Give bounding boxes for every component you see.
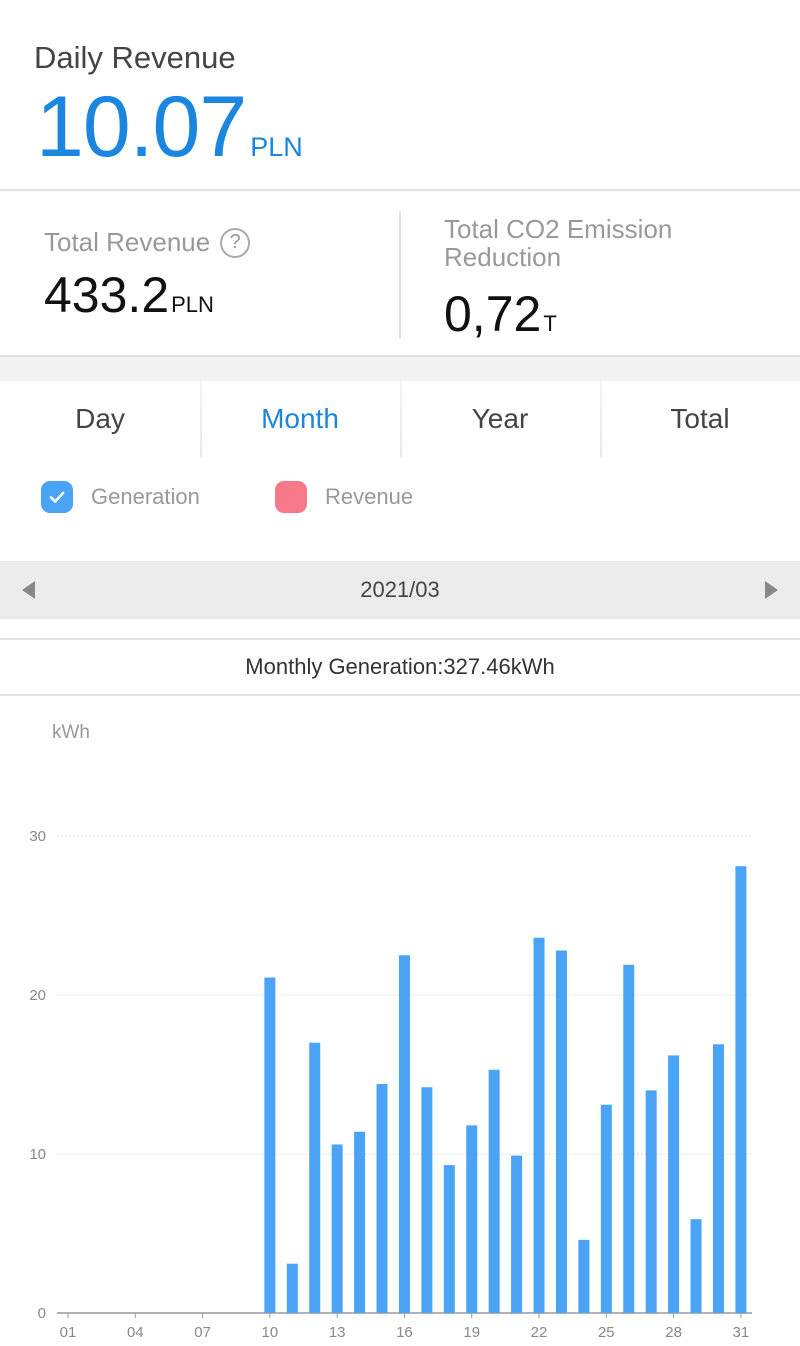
daily-revenue-value: 10.07 [36,79,247,175]
bar-day-23 [555,950,567,1313]
bar-day-15 [376,1084,388,1313]
y-tick-label: 30 [29,828,46,845]
total-revenue-value: 433.2 [44,267,170,323]
x-tick-label: 13 [329,1324,346,1341]
bar-day-20 [488,1069,500,1313]
tab-total[interactable]: Total [600,381,800,457]
x-tick-label: 16 [396,1324,413,1341]
bar-day-18 [443,1165,455,1313]
y-tick-label: 10 [29,1146,46,1163]
y-axis-unit: kWh [52,722,90,743]
bar-day-29 [690,1219,702,1313]
x-tick-label: 07 [194,1324,211,1341]
bar-day-21 [511,1155,523,1313]
bar-day-19 [466,1125,478,1313]
bar-day-22 [533,937,545,1313]
section-gap [0,357,800,381]
bar-day-24 [578,1239,590,1313]
co2-value: 0,72 [444,286,542,342]
bar-day-11 [286,1263,298,1313]
x-tick-label: 01 [60,1324,77,1341]
help-icon[interactable]: ? [220,227,251,258]
bar-day-26 [623,964,635,1313]
x-tick-label: 22 [531,1324,548,1341]
daily-revenue-unit: PLN [250,132,303,162]
generation-checkbox[interactable] [41,481,73,513]
x-tick-label: 19 [463,1324,480,1341]
total-revenue-value-row: 433.2PLN [44,266,250,324]
daily-revenue-value-row: 10.07 PLN [36,78,303,177]
daily-revenue-header: Daily Revenue 10.07 PLN [0,0,800,191]
legend-revenue[interactable]: Revenue [275,481,413,513]
bar-day-27 [645,1090,657,1313]
co2-value-row: 0,72T [444,285,774,343]
triangle-left-icon[interactable] [22,581,35,599]
tab-month[interactable]: Month [200,381,400,457]
legend-generation[interactable]: Generation [41,481,200,513]
triangle-right-icon[interactable] [765,581,778,599]
x-tick-label: 25 [598,1324,615,1341]
y-tick-label: 0 [38,1305,46,1322]
x-tick-label: 28 [665,1324,682,1341]
legend-generation-label: Generation [91,484,200,509]
revenue-checkbox[interactable] [275,481,307,513]
generation-bar-chart: 0 10 20 30 01 04 07 10 13 16 19 22 25 28 31 [29,828,752,1341]
bar-day-28 [668,1055,680,1313]
bar-day-31 [735,866,747,1313]
total-revenue-unit: PLN [171,292,214,317]
generation-chart: kWh 0 10 20 30 01 04 07 10 13 16 19 22 25 28 31 [0,710,800,1346]
co2-label-line2: Reduction [444,242,562,272]
daily-revenue-title: Daily Revenue [34,40,236,75]
legend-revenue-label: Revenue [325,484,414,509]
monthly-generation-summary: Monthly Generation:327.46kWh [0,638,800,696]
y-tick-label: 20 [29,987,46,1004]
bar-day-17 [421,1087,433,1313]
stat-divider [399,211,401,339]
bar-day-14 [354,1131,366,1313]
tab-day[interactable]: Day [75,403,125,434]
selected-date[interactable]: 2021/03 [360,577,440,602]
bar-day-12 [309,1042,321,1313]
bar-day-25 [600,1104,612,1313]
stats-panel: Total Revenue ? 433.2PLN Total CO2 Emiss… [0,191,800,357]
chart-legend: Generation Revenue [0,470,800,526]
bar-day-16 [398,955,410,1313]
x-tick-label: 04 [127,1324,144,1341]
co2-label: Total CO2 Emission Reduction [444,215,774,271]
total-revenue-stat: Total Revenue ? 433.2PLN [44,227,251,324]
co2-reduction-stat: Total CO2 Emission Reduction 0,72T [444,215,774,343]
x-tick-label: 31 [733,1324,750,1341]
total-revenue-label-row: Total Revenue ? [44,227,251,258]
total-revenue-label: Total Revenue [44,227,211,257]
tab-year[interactable]: Year [400,381,600,457]
bar-day-10 [264,977,276,1313]
date-navigator: 2021/03 [0,561,800,619]
bar-day-13 [331,1144,343,1313]
co2-label-line1: Total CO2 Emission [444,214,673,244]
x-tick-label: 10 [262,1324,279,1341]
bar-day-30 [712,1044,724,1313]
co2-unit: T [543,311,557,336]
checkmark-icon [49,491,65,503]
period-tabs: Day Month Year Total [0,381,800,457]
